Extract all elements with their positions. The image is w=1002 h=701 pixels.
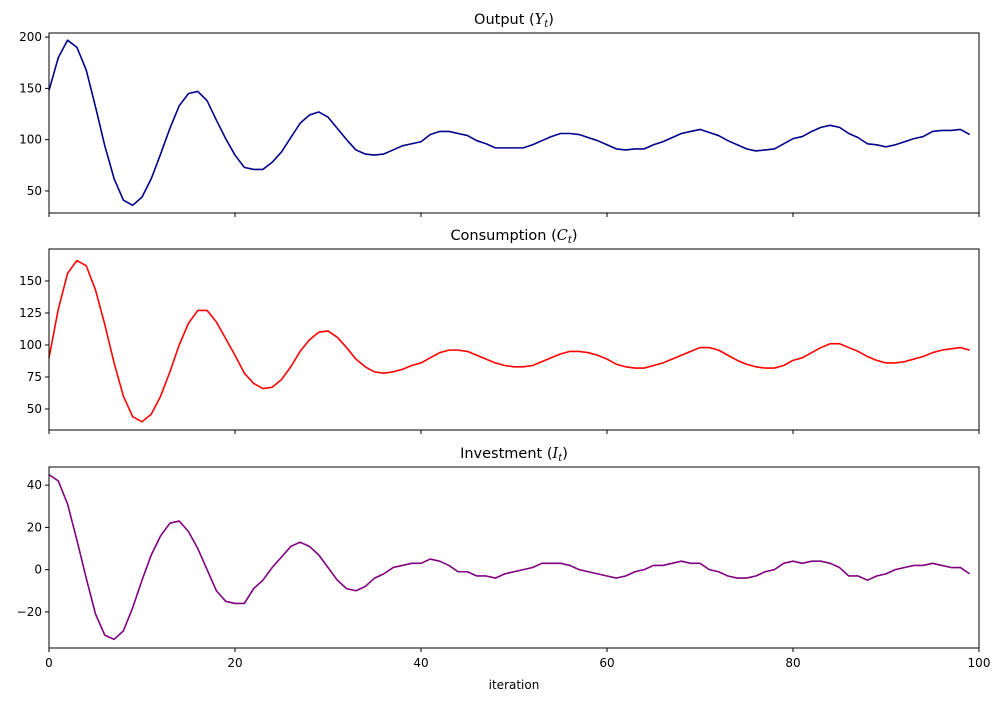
y-tick-label: 150 xyxy=(19,81,42,95)
x-tick-label: 80 xyxy=(785,656,800,670)
axes-frame xyxy=(48,466,980,649)
axes-frame xyxy=(48,248,980,431)
series-line xyxy=(48,259,970,423)
x-tick-label: 40 xyxy=(413,656,428,670)
y-tick-label: 50 xyxy=(27,184,42,198)
subplot-1: 50 100 150 200 Output (Yt) xyxy=(19,12,980,217)
subplot-2: 50 75 100 125 150 Consumption (Ct) xyxy=(19,228,980,434)
y-tick-label: 125 xyxy=(19,306,42,320)
series-line xyxy=(48,39,971,207)
y-tick-label: 40 xyxy=(27,478,42,492)
subplot-title: Investment (It) xyxy=(460,446,568,464)
x-tick-label: 20 xyxy=(227,656,242,670)
subplot-3: −20 0 20 40 0 20 40 60 80 100 Investment (It) itera… xyxy=(17,446,991,692)
subplot-title: Output (Yt) xyxy=(474,12,554,30)
y-tick-label: 200 xyxy=(19,30,42,44)
x-tick-label: 60 xyxy=(599,656,614,670)
y-tick-label: 100 xyxy=(19,338,42,352)
y-tick-label: 50 xyxy=(27,402,42,416)
y-tick-label: −20 xyxy=(17,605,42,619)
x-tick-label: 100 xyxy=(968,656,991,670)
y-tick-label: 100 xyxy=(19,133,42,147)
y-tick-label: 75 xyxy=(27,370,42,384)
y-tick-label: 20 xyxy=(27,520,42,534)
subplot-title: Consumption (Ct) xyxy=(450,228,577,246)
x-tick-label: 0 xyxy=(45,656,53,670)
y-tick-label: 150 xyxy=(19,274,42,288)
axes-frame xyxy=(48,32,980,214)
series-line xyxy=(48,473,971,641)
x-axis-label: iteration xyxy=(489,678,540,692)
y-tick-label: 0 xyxy=(34,563,42,577)
